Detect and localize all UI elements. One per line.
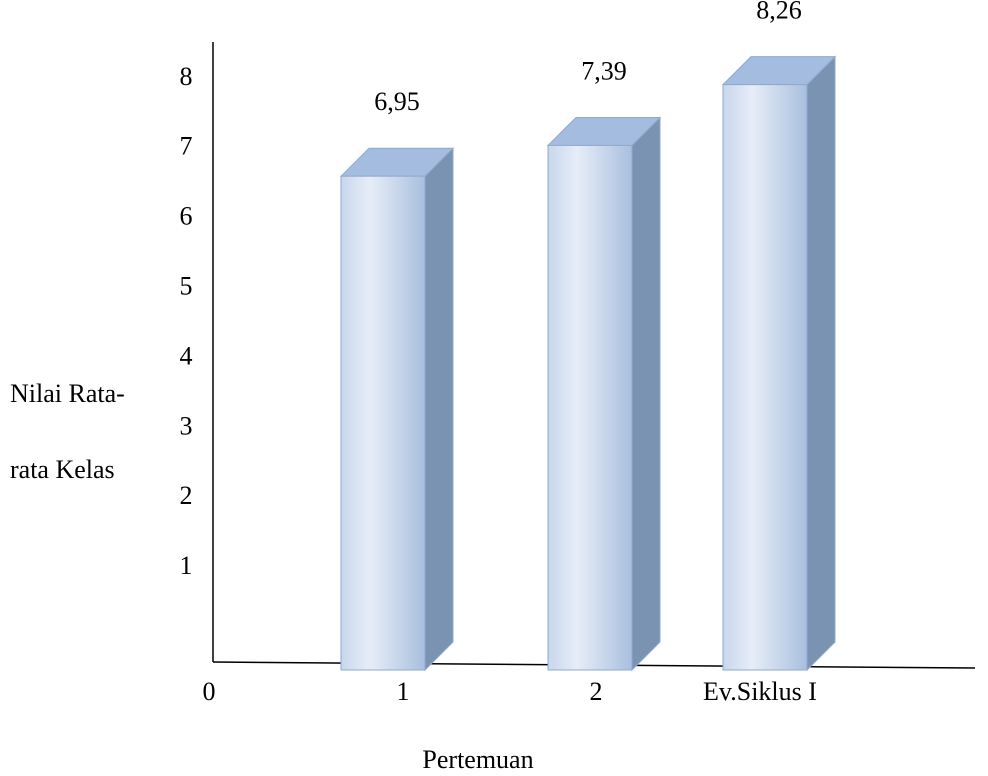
y-tick-label-1: 1 (180, 551, 193, 580)
y-tick-label-7: 7 (180, 132, 193, 161)
bar-side-face (424, 146, 454, 672)
y-axis-label-line-1: Nilai Rata- (10, 379, 125, 408)
data-label-2: 7,39 (581, 56, 627, 85)
y-tick-label-8: 8 (180, 62, 193, 91)
bars-group: 6,95 7,39 8,26 (339, 0, 837, 672)
y-tick-label-6: 6 (180, 202, 193, 231)
origin-label: 0 (203, 677, 216, 706)
bar-1 (339, 146, 455, 672)
x-tick-label-1: 1 (397, 677, 410, 706)
data-label-3: 8,26 (756, 0, 802, 25)
y-axis-label-line-2: rata Kelas (10, 455, 115, 484)
bar-front-face (340, 175, 426, 671)
bar-front-face (722, 84, 808, 671)
y-tick-label-5: 5 (180, 272, 193, 301)
bar-front-face (547, 144, 633, 671)
bar-3 (721, 55, 837, 672)
y-tick-label-2: 2 (180, 481, 193, 510)
y-tick-label-4: 4 (180, 341, 193, 370)
x-axis-label: Pertemuan (422, 745, 533, 774)
bar-side-face (631, 116, 661, 672)
y-tick-labels: 1 2 3 4 5 6 7 8 (180, 62, 193, 580)
x-tick-label-3: Ev.Siklus I (703, 677, 817, 706)
x-tick-labels: 1 2 Ev.Siklus I (397, 677, 817, 706)
data-label-1: 6,95 (374, 87, 420, 116)
x-tick-label-2: 2 (590, 677, 603, 706)
bar-2 (546, 116, 662, 672)
y-tick-label-3: 3 (180, 411, 193, 440)
bar-side-face (806, 55, 836, 672)
